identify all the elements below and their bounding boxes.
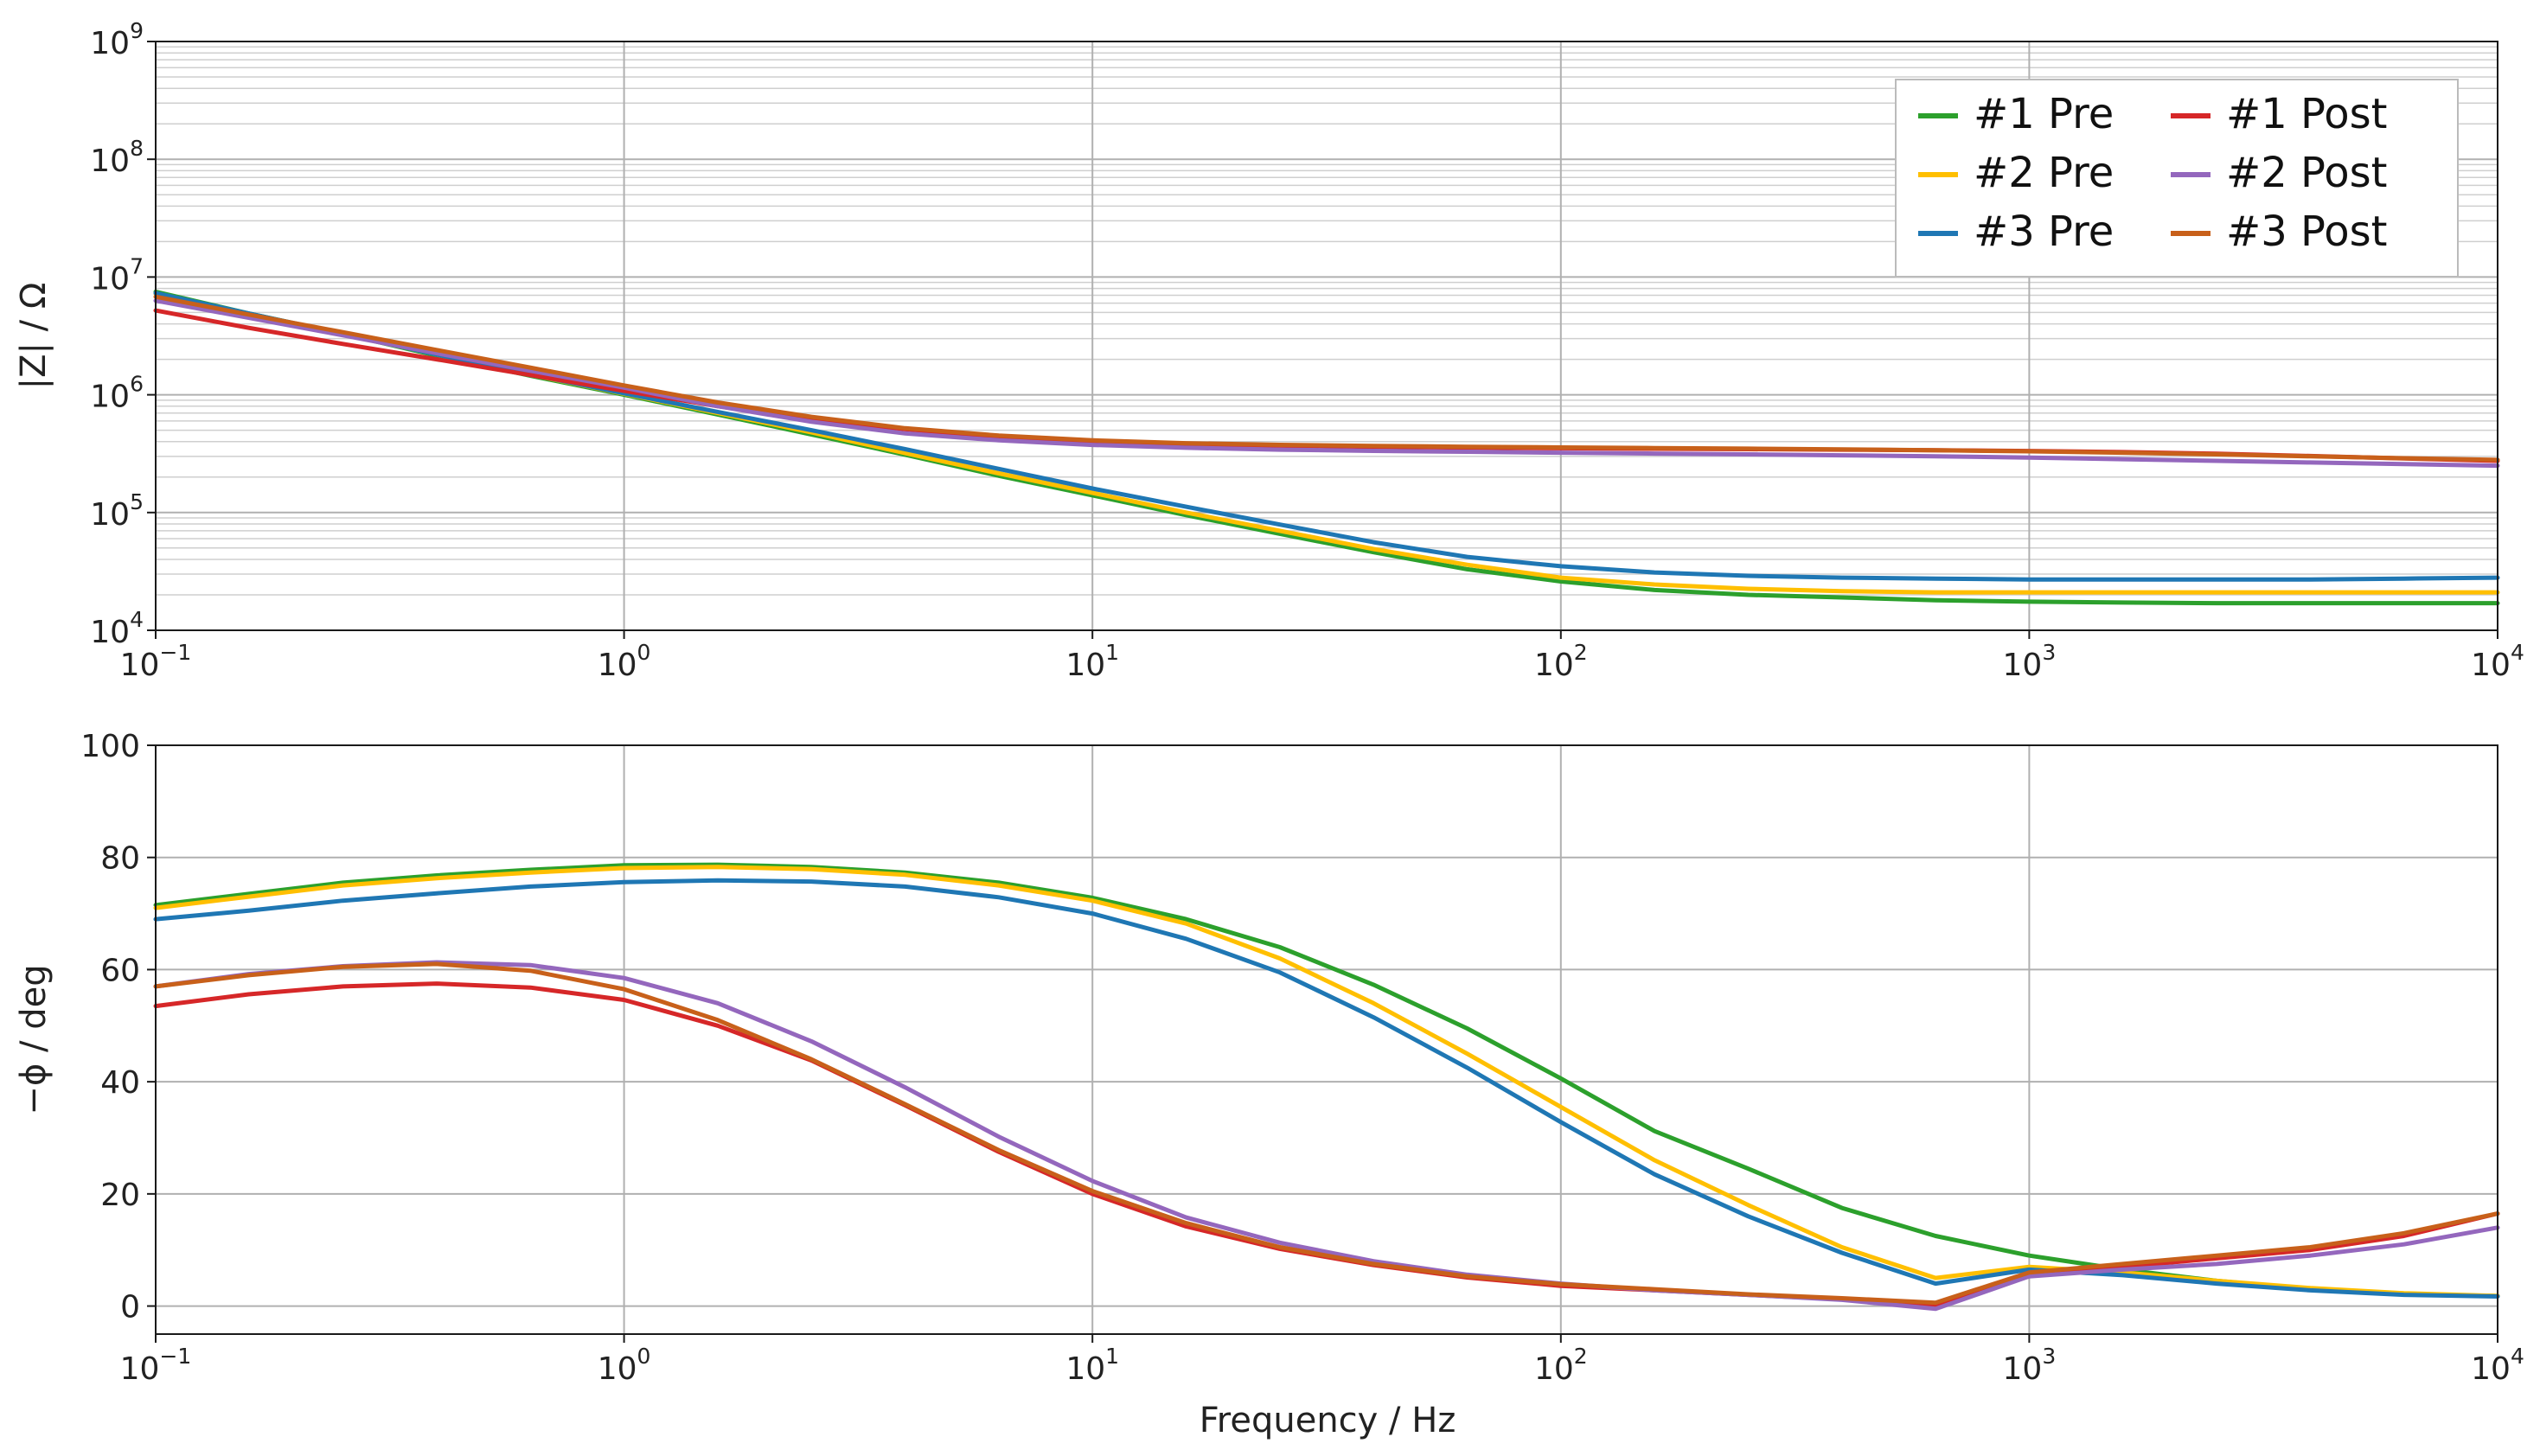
series-line xyxy=(153,961,2500,1306)
x-tick-label: 104 xyxy=(2471,1344,2524,1387)
legend-label: #3 Post xyxy=(2226,208,2387,256)
legend-label: #2 Pre xyxy=(1974,149,2114,197)
y-tick-label: 104 xyxy=(90,607,144,650)
series-line xyxy=(153,294,2500,463)
y-tick-label: 40 xyxy=(100,1065,140,1101)
series-line xyxy=(153,298,2500,469)
x-axis-label: Frequency / Hz xyxy=(1200,1401,1456,1440)
series-line xyxy=(153,960,2500,1312)
x-tick-label: 102 xyxy=(1534,640,1588,683)
plot-frame xyxy=(155,41,2498,631)
y-axis-label: |Z| / Ω xyxy=(14,283,54,390)
y-tick-label: 100 xyxy=(80,729,140,764)
x-tick-label: 104 xyxy=(2471,640,2524,683)
series-line xyxy=(153,878,2500,1299)
x-tick-label: 100 xyxy=(598,640,651,683)
x-tick-label: 10−1 xyxy=(120,1344,192,1387)
y-tick-label: 106 xyxy=(90,372,144,415)
plot-frame xyxy=(155,744,2498,1335)
x-tick-label: 102 xyxy=(1534,1344,1588,1387)
x-tick-label: 103 xyxy=(2003,640,2057,683)
plot-area xyxy=(156,745,2498,1334)
y-tick-label: 20 xyxy=(100,1178,140,1213)
x-tick-label: 100 xyxy=(598,1344,651,1387)
phase-angle-panel: 10−1 100 101 102 103 104 0 20 40 60 80 100 −ϕ / deg xyxy=(14,729,2524,1387)
x-tick-label: 101 xyxy=(1065,640,1119,683)
y-axis-label: −ϕ / deg xyxy=(14,964,54,1114)
x-tick-label: 101 xyxy=(1065,1344,1119,1387)
legend-label: #1 Post xyxy=(2226,90,2387,138)
y-tick-label: 107 xyxy=(90,253,144,297)
y-tick-label: 60 xyxy=(100,953,140,988)
x-tick-label: 103 xyxy=(2003,1344,2057,1387)
y-tick-label: 0 xyxy=(120,1290,140,1325)
legend-label: #3 Pre xyxy=(1974,208,2114,256)
legend: #1 Pre #2 Pre #3 Pre #1 Post #2 Post #3 Post xyxy=(1895,79,2459,278)
legend-box xyxy=(1895,79,2459,278)
legend-label: #1 Pre xyxy=(1974,90,2114,138)
legend-label: #2 Post xyxy=(2226,149,2387,197)
x-tick-label: 10−1 xyxy=(120,640,192,683)
y-tick-label: 105 xyxy=(90,489,144,533)
impedance-magnitude-panel: 10−1 100 101 102 103 104 104 105 106 107 108 109 |Z|… xyxy=(14,18,2524,683)
y-tick-label: 109 xyxy=(90,18,144,61)
y-tick-label: 80 xyxy=(100,841,140,877)
y-tick-label: 108 xyxy=(90,136,144,179)
